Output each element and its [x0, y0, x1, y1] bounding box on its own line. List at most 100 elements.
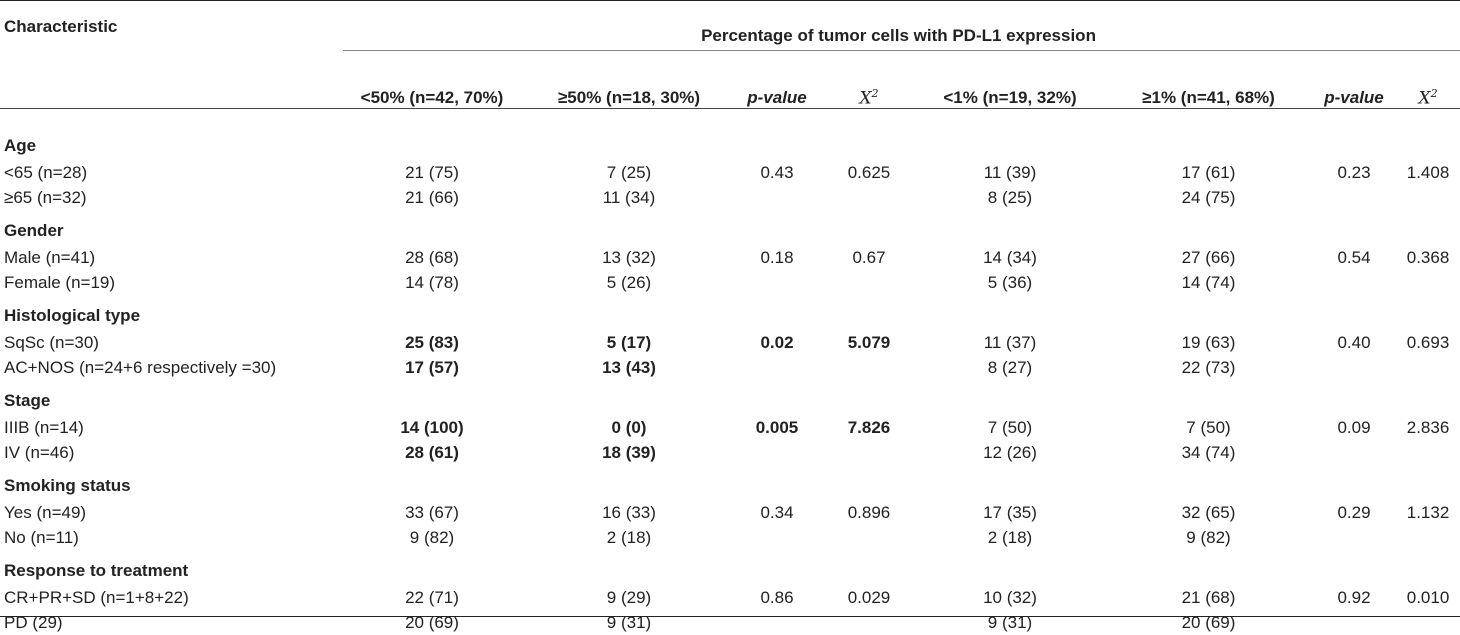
table-cell: 13 (32) [602, 247, 656, 267]
col-header-lt1: <1% (n=19, 32%) [943, 88, 1077, 107]
table-row: CR+PR+SD (n=1+8+22) 22 (71) 9 (29) 0.86 0.02… [0, 585, 1460, 610]
table-cell [1396, 610, 1460, 635]
table-cell: 13 (43) [602, 357, 656, 377]
row-label: AC+NOS (n=24+6 respectively =30) [4, 357, 277, 377]
table-cell [1396, 270, 1460, 295]
table-cell [823, 610, 915, 635]
table-row: <65 (n=28) 21 (75) 7 (25) 0.43 0.625 11 (39) 1… [0, 160, 1460, 185]
table-cell: 7 (50) [987, 417, 1033, 437]
header-row-1: Characteristic Percentage of tumor cells… [0, 0, 1460, 71]
table-body: Age <65 (n=28) 21 (75) 7 (25) 0.43 0.625 11 (3… [0, 125, 1460, 635]
row-label: SqSc (n=30) [4, 332, 99, 352]
table-cell: 11 (34) [602, 187, 656, 207]
table-cell: 0.34 [760, 502, 794, 522]
table-row: AC+NOS (n=24+6 respectively =30) 17 (57) 1… [0, 355, 1460, 380]
header-rule [0, 108, 1460, 109]
table-cell: 0.23 [1337, 162, 1371, 182]
row-label: <65 (n=28) [4, 162, 88, 182]
table-cell: 0.368 [1406, 247, 1450, 267]
col-header-pvalue-1: p-value [747, 88, 807, 107]
table-cell: 22 (71) [405, 587, 459, 607]
table-cell: 18 (39) [602, 442, 656, 462]
table-cell: 0 (0) [611, 417, 647, 437]
table-cell: 16 (33) [602, 502, 656, 522]
table-cell: 21 (66) [405, 187, 459, 207]
table-cell: 7 (50) [1186, 417, 1231, 437]
col-header-ge50: ≥50% (n=18, 30%) [557, 88, 701, 107]
table-cell: 22 (73) [1181, 357, 1236, 377]
table-cell [731, 610, 823, 635]
group-title: Gender [4, 220, 64, 240]
group-row: Smoking status [0, 465, 1460, 500]
table-cell: 0.18 [760, 247, 794, 267]
table-row: Yes (n=49) 33 (67) 16 (33) 0.34 0.896 17 (35)… [0, 500, 1460, 525]
table-cell: 5 (26) [606, 272, 652, 292]
table-cell: 0.43 [760, 162, 794, 182]
table-cell: 14 (100) [400, 417, 464, 437]
chi-symbol: X [859, 88, 872, 109]
table-cell [1312, 525, 1396, 550]
spanner-rule [343, 50, 1460, 51]
table-cell: 0.625 [847, 162, 891, 182]
table-cell: 0.09 [1337, 417, 1371, 437]
table-cell [823, 355, 915, 380]
table-cell: 7.826 [847, 417, 891, 437]
table-cell: 0.010 [1406, 587, 1450, 607]
row-label: IIIB (n=14) [4, 417, 84, 437]
table-cell: 20 (69) [405, 612, 459, 632]
row-label: ≥65 (n=32) [4, 187, 87, 207]
table-cell [731, 525, 823, 550]
table-cell: 11 (37) [983, 332, 1037, 352]
table-cell: 28 (61) [405, 442, 459, 462]
table-cell: 7 (25) [606, 162, 652, 182]
table-cell: 8 (25) [987, 187, 1033, 207]
table-cell: 9 (31) [987, 612, 1033, 632]
table-cell: 12 (26) [983, 442, 1037, 462]
table-cell: 0.86 [760, 587, 794, 607]
blank-header [0, 71, 337, 125]
table-cell: 0.693 [1406, 332, 1450, 352]
table-cell [731, 185, 823, 210]
table-cell: 14 (78) [405, 272, 459, 292]
col-header-pvalue-2: p-value [1324, 88, 1384, 107]
table-cell: 0.29 [1337, 502, 1371, 522]
table-cell: 25 (83) [405, 332, 459, 352]
group-title: Age [4, 135, 37, 155]
table-cell: 14 (74) [1181, 272, 1236, 292]
chi-superscript: 2 [1430, 87, 1438, 101]
group-title: Histological type [4, 305, 141, 325]
col-header-chi2-2: X2 [1396, 71, 1460, 125]
table-cell: 19 (63) [1181, 332, 1236, 352]
group-title: Stage [4, 390, 51, 410]
table-cell: 33 (67) [405, 502, 459, 522]
table-cell: 1.132 [1406, 502, 1450, 522]
table-row: ≥65 (n=32) 21 (66) 11 (34) 8 (25) 24 (75) [0, 185, 1460, 210]
table-cell: 17 (35) [983, 502, 1037, 522]
row-label: PD (29) [4, 612, 63, 632]
table-cell [1312, 185, 1396, 210]
table-cell: 17 (57) [405, 357, 459, 377]
table-cell: 0.005 [755, 417, 799, 437]
group-row: Gender [0, 210, 1460, 245]
table-cell: 10 (32) [983, 587, 1037, 607]
table-row: Female (n=19) 14 (78) 5 (26) 5 (36) 14 (74) [0, 270, 1460, 295]
table-cell: 5.079 [847, 332, 891, 352]
row-label: Female (n=19) [4, 272, 116, 292]
table-cell: 21 (68) [1181, 587, 1236, 607]
col-header-lt50: <50% (n=42, 70%) [360, 88, 504, 107]
characteristic-header: Characteristic [4, 17, 118, 36]
header-row-2: <50% (n=42, 70%) ≥50% (n=18, 30%) p-valu… [0, 71, 1460, 125]
table-cell [1312, 610, 1396, 635]
table-cell [1396, 355, 1460, 380]
table-cell: 2 (18) [606, 527, 652, 547]
table-cell: 11 (39) [983, 162, 1037, 182]
table-cell [1312, 440, 1396, 465]
table-row: PD (29) 20 (69) 9 (31) 9 (31) 20 (69) [0, 610, 1460, 635]
group-row: Histological type [0, 295, 1460, 330]
table-cell: 28 (68) [405, 247, 459, 267]
bottom-rule [0, 616, 1460, 617]
table-cell: 14 (34) [983, 247, 1037, 267]
table-cell: 0.029 [847, 587, 891, 607]
